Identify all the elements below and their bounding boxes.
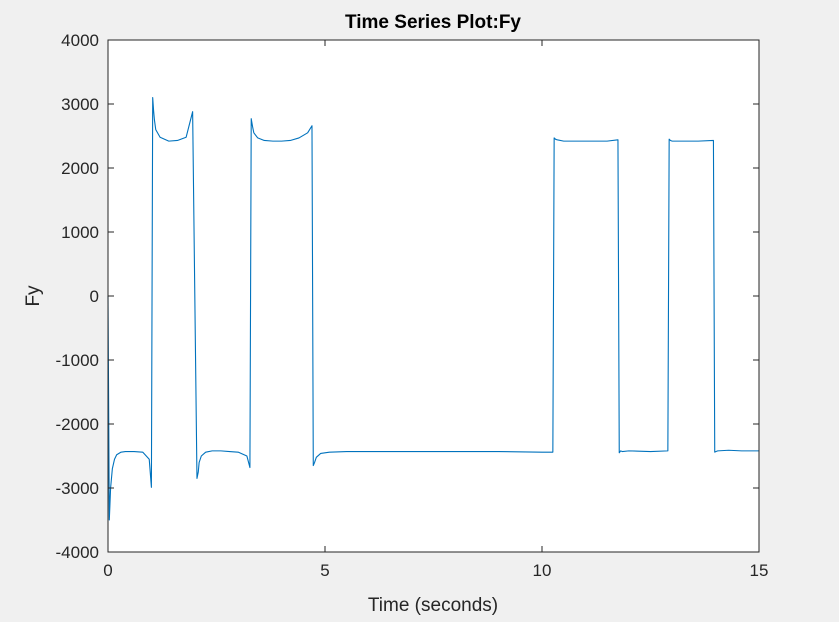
y-tick-label: 1000 (61, 223, 99, 242)
chart-title: Time Series Plot:Fy (345, 12, 521, 33)
y-tick-label: 2000 (61, 159, 99, 178)
x-tick-label: 15 (750, 561, 769, 580)
y-tick-label: 4000 (61, 31, 99, 50)
x-tick-label: 0 (103, 561, 112, 580)
x-axis-label: Time (seconds) (368, 595, 498, 616)
y-tick-label: -2000 (56, 415, 99, 434)
y-tick-label: -1000 (56, 351, 99, 370)
series-line-0 (107, 97, 759, 521)
y-tick-label: -3000 (56, 479, 99, 498)
x-tick-label: 10 (533, 561, 552, 580)
y-axis-label: Fy (23, 285, 44, 307)
y-tick-label: 0 (90, 287, 99, 306)
x-tick-label: 5 (320, 561, 329, 580)
axes-background (108, 40, 759, 552)
y-tick-label: -4000 (56, 543, 99, 562)
y-tick-label: 3000 (61, 95, 99, 114)
plot-area: 0 5 10 15 4000 3000 2000 1000 0 -1000 -2000 -3000 -4… (56, 31, 769, 580)
